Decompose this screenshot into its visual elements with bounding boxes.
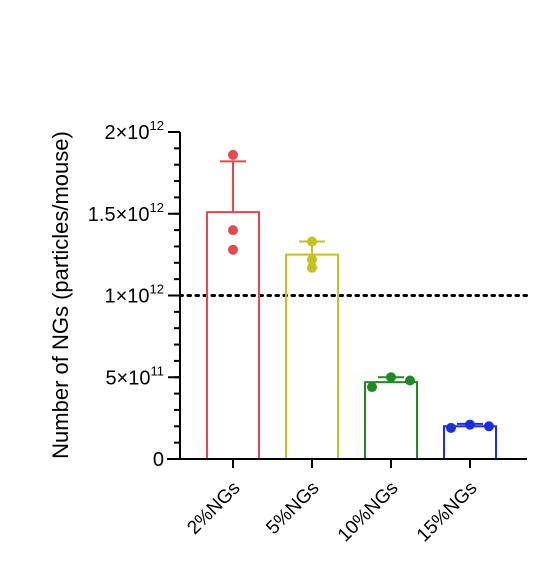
x-tick-label: 15%NGs (413, 478, 482, 547)
data-point (307, 254, 317, 265)
x-tick-label: 2%NGs (183, 478, 244, 539)
data-point (228, 244, 238, 255)
data-point (484, 421, 494, 432)
data-point (307, 262, 317, 273)
x-tick-label: 10%NGs (334, 478, 403, 547)
y-axis-title: Number of NGs (particles/mouse) (48, 131, 73, 459)
data-point (386, 372, 396, 383)
data-point (405, 375, 415, 386)
y-tick-label: 2×1012 (104, 118, 164, 144)
data-point (228, 225, 238, 236)
y-tick-label: 1×1012 (104, 282, 164, 308)
bar-group (443, 419, 497, 460)
x-axis-labels: 2%NGs 5%NGs 10%NGs 15%NGs (183, 459, 482, 547)
bar (364, 381, 418, 460)
y-axis-ticks: 0 5×1011 1×1012 1.5×1012 2×1012 (88, 118, 180, 471)
data-point (367, 382, 377, 393)
y-tick-label: 0 (153, 449, 164, 471)
bar-group (285, 236, 339, 460)
y-tick-label: 1.5×1012 (88, 200, 164, 226)
data-point (228, 149, 238, 160)
data-point (307, 236, 317, 247)
y-tick-label: 5×1011 (105, 363, 164, 389)
bar-group (364, 372, 418, 460)
x-tick-label: 5%NGs (262, 478, 323, 539)
bar-group (206, 149, 260, 460)
bar (285, 253, 339, 460)
data-point (465, 419, 475, 430)
data-point (446, 422, 456, 433)
bars-layer (206, 149, 497, 460)
